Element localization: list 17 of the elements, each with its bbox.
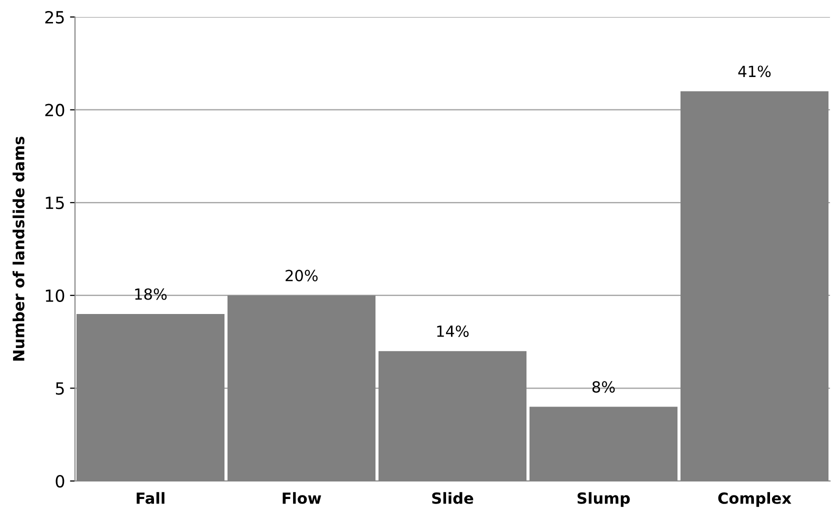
y-tick-label: 25 bbox=[45, 10, 64, 24]
x-tick-label: Fall bbox=[136, 492, 164, 504]
annotation: 8% bbox=[592, 381, 615, 393]
y-tick-label: 5 bbox=[56, 382, 64, 395]
annotation: 14% bbox=[437, 325, 469, 338]
y-tick-label: 15 bbox=[46, 196, 64, 210]
x-tick-label: Complex bbox=[718, 492, 792, 507]
y-axis-title: Number of landslide dams bbox=[12, 136, 24, 361]
annotation: 20% bbox=[286, 270, 318, 282]
x-tick-label: Slump bbox=[578, 492, 630, 507]
annotation: 41% bbox=[738, 66, 771, 78]
x-tick-label: Slide bbox=[432, 492, 474, 504]
y-tick-label: 10 bbox=[46, 289, 64, 302]
y-tick-label: 20 bbox=[45, 104, 64, 116]
y-tick-label: 0 bbox=[56, 474, 64, 488]
annotation: 18% bbox=[135, 288, 167, 300]
x-tick-label: Flow bbox=[282, 492, 322, 504]
